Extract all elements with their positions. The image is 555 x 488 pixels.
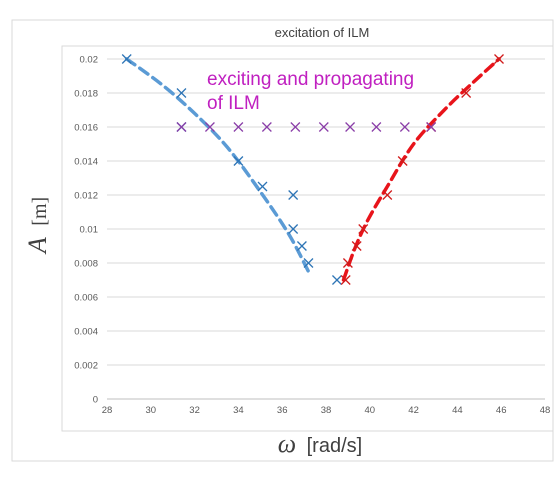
x-axis-label: ω [rad/s]: [278, 429, 362, 458]
data-point-series-1: [331, 275, 342, 285]
x-tick-label: 46: [496, 405, 507, 416]
data-point-series-3: [318, 122, 329, 132]
x-tick-label: 34: [233, 405, 244, 416]
data-point-series-3: [399, 122, 410, 132]
y-axis-unit: [m]: [29, 197, 51, 226]
annotation-line-2: of ILM: [207, 93, 260, 114]
data-point-series-3: [290, 122, 301, 132]
y-tick-label: 0: [93, 395, 98, 406]
x-tick-label: 44: [452, 405, 463, 416]
data-point-series-3: [426, 122, 437, 132]
data-point-series-3: [204, 122, 215, 132]
y-tick-label: 0.002: [74, 361, 98, 372]
x-tick-label: 48: [540, 405, 551, 416]
data-point-series-2: [340, 275, 351, 285]
data-point-series-2: [461, 88, 472, 98]
x-tick-label: 32: [189, 405, 200, 416]
y-tick-label: 0.008: [74, 259, 98, 270]
x-tick-label: 38: [321, 405, 332, 416]
data-point-series-1: [257, 181, 268, 192]
svg-text:A [m]: A [m]: [23, 197, 52, 255]
data-point-series-2: [382, 190, 393, 200]
data-point-series-2: [494, 54, 504, 64]
data-point-series-2: [351, 241, 362, 251]
y-axis-symbol: A: [23, 237, 52, 255]
data-point-series-3: [371, 122, 382, 132]
data-point-series-1: [176, 88, 187, 98]
data-point-series-1: [233, 156, 244, 166]
y-tick-label: 0.01: [80, 225, 99, 236]
data-point-series-1: [303, 258, 314, 268]
data-point-series-2: [358, 224, 369, 234]
x-axis-symbol: ω: [278, 429, 296, 458]
data-point-series-1: [288, 224, 299, 234]
x-tick-label: 42: [408, 405, 419, 416]
data-point-series-3: [261, 122, 272, 132]
x-tick-label: 36: [277, 405, 288, 416]
data-point-series-3: [233, 122, 244, 132]
x-tick-label: 30: [146, 405, 157, 416]
annotation-line-1: exciting and propagating: [207, 69, 414, 90]
x-tick-label: 28: [102, 405, 113, 416]
data-markers: [121, 54, 504, 285]
y-tick-label: 0.004: [74, 327, 98, 338]
x-axis-unit: [rad/s]: [307, 435, 363, 457]
data-point-series-1: [288, 190, 299, 200]
y-tick-label: 0.006: [74, 293, 98, 304]
y-tick-label: 0.016: [74, 123, 98, 134]
tick-labels: 0 0.002 0.004 0.006 0.008 0.01 0.012 0.014 0.016…: [74, 55, 550, 417]
y-axis-label: A [m]: [23, 197, 52, 255]
data-point-series-2: [342, 258, 353, 268]
data-point-series-2: [397, 156, 408, 166]
grid: [107, 58, 545, 400]
trend-line-1: [124, 57, 311, 274]
y-tick-label: 0.018: [74, 89, 98, 100]
y-tick-label: 0.012: [74, 191, 98, 202]
data-point-series-1: [121, 54, 132, 64]
chart-title: excitation of ILM: [275, 25, 370, 40]
x-tick-label: 40: [365, 405, 376, 416]
y-tick-label: 0.02: [80, 55, 99, 66]
data-point-series-1: [296, 241, 307, 251]
data-point-series-3: [345, 122, 356, 132]
plot-area-frame: [61, 45, 554, 432]
data-point-series-3: [176, 122, 187, 132]
y-tick-label: 0.014: [74, 157, 98, 168]
